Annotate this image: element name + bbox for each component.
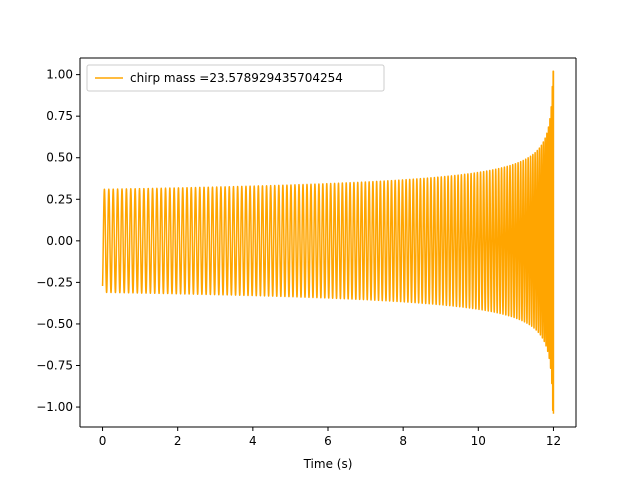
x-tick-label: 10	[471, 434, 486, 448]
x-tick-label: 12	[546, 434, 561, 448]
y-tick-label: −1.00	[36, 400, 73, 414]
series-line	[101, 70, 555, 414]
x-tick-label: 2	[174, 434, 182, 448]
x-tick-label: 4	[249, 434, 257, 448]
y-tick-label: 0.50	[46, 151, 73, 165]
axes	[79, 57, 577, 428]
plot-area	[101, 70, 555, 414]
x-tick-label: 8	[399, 434, 407, 448]
legend-box	[86, 64, 385, 92]
tick-marks: 0 2 4 6 8 10 12 −1.00 −0.75 −0.50 −0.25 0.00 0.25 0.5…	[36, 68, 561, 448]
legend: chirp mass =23.578929435704254	[86, 64, 385, 92]
x-axis-label: Time (s)	[303, 457, 353, 471]
y-tick-label: 1.00	[46, 68, 73, 82]
x-tick-label: 0	[99, 434, 107, 448]
y-tick-label: −0.50	[36, 317, 73, 331]
y-tick-label: 0.75	[46, 109, 73, 123]
y-tick-label: 0.25	[46, 192, 73, 206]
legend-label: chirp mass =23.578929435704254	[130, 71, 343, 85]
y-tick-label: −0.75	[36, 359, 73, 373]
y-tick-label: −0.25	[36, 275, 73, 289]
x-tick-label: 6	[324, 434, 332, 448]
y-tick-label: 0.00	[46, 234, 73, 248]
